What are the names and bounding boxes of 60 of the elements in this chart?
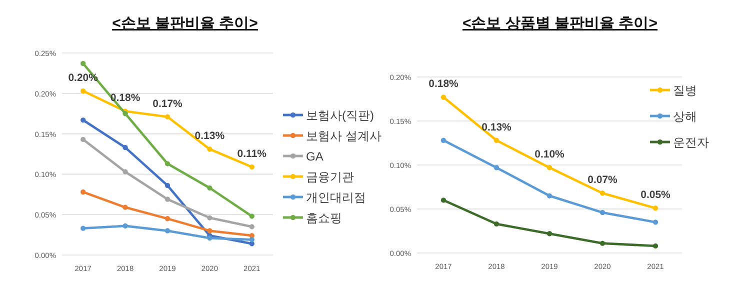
legend-label: 보험사 설계사 (306, 129, 382, 143)
point (249, 237, 254, 242)
point (249, 164, 254, 170)
point (207, 228, 212, 234)
point (652, 206, 658, 211)
data-label: 0.07% (588, 174, 618, 186)
legend-label: 질병 (673, 84, 697, 98)
point (80, 88, 86, 94)
point (440, 138, 446, 143)
point (652, 243, 658, 249)
point (207, 146, 212, 152)
data-label: 0.18% (428, 78, 460, 90)
point (600, 210, 606, 216)
legend-label: 홈쇼핑 (306, 211, 342, 225)
point (122, 223, 128, 229)
data-label: 0.11% (237, 148, 268, 160)
point (164, 228, 170, 234)
chart-title: <손보 불판비율 추이> (112, 15, 258, 32)
point (440, 94, 446, 100)
legend-label: 운전자 (673, 136, 709, 150)
point (122, 144, 128, 150)
point (122, 111, 128, 116)
point (249, 214, 254, 219)
point (600, 190, 606, 196)
legend-label: 개인대리점 (306, 190, 366, 204)
legend-label: 보험사(직판) (306, 108, 374, 122)
point (546, 231, 552, 236)
point (80, 136, 86, 142)
point (494, 165, 500, 170)
data-label: 0.13% (482, 121, 512, 134)
data-label: 0.13% (194, 130, 226, 142)
point (122, 169, 128, 174)
data-label: 0.05% (640, 189, 672, 202)
point (440, 198, 446, 203)
point (207, 185, 212, 191)
legend-label: 금융기관 (306, 170, 354, 184)
point (600, 240, 606, 246)
point (546, 165, 552, 170)
legend-label: 상해 (673, 110, 697, 124)
point (80, 117, 86, 123)
point (164, 114, 170, 120)
point (494, 138, 500, 143)
point (164, 161, 170, 166)
point (652, 220, 658, 225)
legend-label: GA (306, 150, 324, 164)
point (164, 216, 170, 222)
point (80, 189, 86, 195)
point (249, 224, 254, 230)
chart-title: <손보 상품별 불판비율 추이> (462, 15, 658, 32)
point (80, 226, 86, 231)
point (546, 193, 552, 198)
data-label: 0.17% (152, 98, 184, 110)
point (207, 215, 212, 220)
data-label: 0.10% (534, 148, 566, 161)
point (164, 182, 170, 188)
point (122, 204, 128, 210)
point (164, 196, 170, 202)
point (207, 235, 212, 241)
point (494, 221, 500, 227)
point (80, 60, 86, 66)
